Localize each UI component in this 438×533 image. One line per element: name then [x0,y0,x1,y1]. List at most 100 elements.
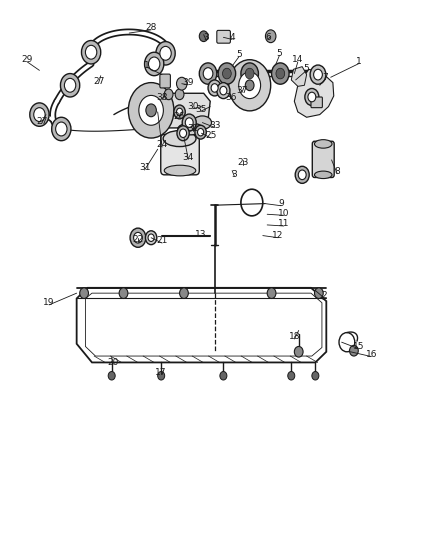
Text: 22: 22 [132,236,144,244]
FancyBboxPatch shape [312,141,334,177]
Circle shape [195,125,206,139]
Text: 10: 10 [278,209,290,217]
Circle shape [217,83,230,99]
Text: 4: 4 [230,33,235,42]
Circle shape [34,108,45,122]
FancyBboxPatch shape [311,97,322,108]
Text: 39: 39 [183,78,194,87]
Circle shape [182,114,196,131]
Circle shape [56,122,67,136]
Circle shape [164,89,173,100]
Text: 3: 3 [203,33,209,42]
Ellipse shape [178,123,203,135]
Text: 25: 25 [205,132,217,140]
Circle shape [241,63,258,84]
Circle shape [220,372,227,380]
Text: 15: 15 [353,342,364,351]
Circle shape [211,84,218,92]
Circle shape [175,89,184,100]
Circle shape [305,88,319,106]
Circle shape [267,288,276,298]
Circle shape [229,60,271,111]
Text: 23: 23 [237,158,249,167]
Circle shape [294,346,303,357]
Circle shape [80,288,88,298]
Circle shape [239,72,261,99]
Circle shape [158,372,165,380]
Text: 1: 1 [356,57,362,66]
Circle shape [148,57,160,71]
Text: 3: 3 [231,170,237,179]
Circle shape [312,372,319,380]
Circle shape [81,41,101,64]
Text: 7: 7 [322,73,328,82]
Circle shape [130,228,146,247]
Circle shape [174,105,185,119]
Circle shape [350,345,358,356]
Circle shape [177,108,183,116]
Circle shape [30,103,49,126]
Text: 17: 17 [155,368,167,376]
Text: 31: 31 [139,164,150,172]
Circle shape [199,31,208,42]
Text: 16: 16 [366,350,377,359]
Polygon shape [294,69,334,117]
Circle shape [60,74,80,97]
Circle shape [119,288,128,298]
Circle shape [134,232,142,243]
Circle shape [223,68,231,79]
Text: 14: 14 [292,55,304,64]
Circle shape [218,63,236,84]
Text: 27: 27 [93,77,104,85]
Circle shape [276,68,285,79]
Circle shape [180,129,187,138]
FancyBboxPatch shape [161,134,199,175]
Circle shape [208,80,221,96]
Circle shape [314,288,323,298]
Ellipse shape [314,171,332,179]
Circle shape [185,118,193,127]
Circle shape [85,45,97,59]
Text: 11: 11 [278,220,290,228]
Circle shape [314,69,322,80]
Circle shape [177,126,189,141]
Ellipse shape [193,116,212,130]
Text: 5: 5 [276,49,283,58]
Text: 30: 30 [187,102,198,111]
Polygon shape [291,67,307,86]
Text: 6: 6 [265,33,271,42]
Circle shape [52,117,71,141]
Circle shape [108,372,115,380]
Circle shape [156,42,175,65]
Circle shape [180,288,188,298]
Ellipse shape [163,131,196,147]
Text: 18: 18 [289,333,300,341]
Text: 29: 29 [21,55,33,64]
Circle shape [145,231,157,245]
Text: 21: 21 [156,237,168,245]
Text: 13: 13 [195,230,206,239]
Text: 27: 27 [36,117,47,126]
Text: 28: 28 [145,23,157,32]
Ellipse shape [314,140,332,148]
Text: 32: 32 [187,125,198,133]
Text: 12: 12 [272,231,284,240]
Circle shape [64,78,76,92]
Text: 38: 38 [156,93,168,102]
Circle shape [310,65,326,84]
Text: 35: 35 [195,105,206,114]
Circle shape [245,68,254,79]
Text: 36: 36 [226,93,237,101]
Circle shape [288,372,295,380]
Text: 19: 19 [43,298,55,307]
Text: 8: 8 [334,167,340,176]
Text: 37: 37 [236,86,247,95]
Text: 2: 2 [321,292,327,300]
Text: 26: 26 [173,112,184,120]
Circle shape [308,92,316,102]
Circle shape [146,104,156,117]
Text: 34: 34 [183,153,194,161]
Circle shape [199,63,217,84]
Circle shape [128,83,174,138]
Circle shape [272,63,289,84]
